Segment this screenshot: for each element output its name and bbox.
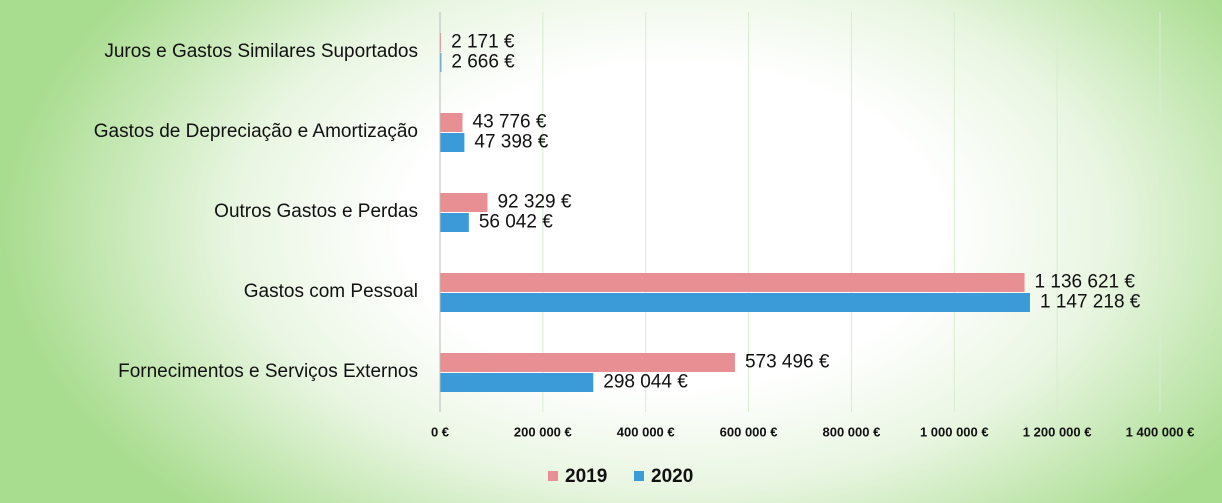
value-label: 2 666 € [451,52,515,73]
value-label: 1 147 218 € [1040,292,1141,313]
x-tick-label: 600 000 € [720,424,778,439]
value-label: 43 776 € [473,112,547,133]
bar [440,33,442,52]
category-label: Juros e Gastos Similares Suportados [104,41,418,62]
bar [440,293,1030,312]
category-label: Fornecimentos e Serviços Externos [118,361,418,382]
x-tick-label: 400 000 € [617,424,675,439]
value-label: 573 496 € [745,352,830,373]
legend-label: 2019 [565,466,607,487]
category-label: Gastos de Depreciação e Amortização [94,121,418,142]
value-label: 47 398 € [474,132,548,153]
x-tick-label: 0 € [431,424,449,439]
bar [440,353,735,372]
legend-label: 2020 [651,466,693,487]
value-label: 92 329 € [497,192,571,213]
x-tick-label: 1 000 000 € [920,424,989,439]
bar [440,213,469,232]
category-label: Outros Gastos e Perdas [214,201,418,222]
bar [440,193,488,212]
value-label: 56 042 € [479,212,553,233]
x-tick-label: 1 200 000 € [1023,424,1092,439]
value-label: 1 136 621 € [1035,272,1136,293]
bar [440,273,1025,292]
x-tick-label: 1 400 000 € [1126,424,1195,439]
x-tick-label: 800 000 € [823,424,881,439]
legend-swatch [634,471,644,481]
value-label: 298 044 € [603,372,688,393]
legend-swatch [548,471,558,481]
category-label: Gastos com Pessoal [244,281,418,302]
bar [440,373,594,392]
bar [440,113,463,132]
bar [440,133,465,152]
bar [440,53,442,72]
value-label: 2 171 € [451,32,515,53]
x-tick-label: 200 000 € [514,424,572,439]
